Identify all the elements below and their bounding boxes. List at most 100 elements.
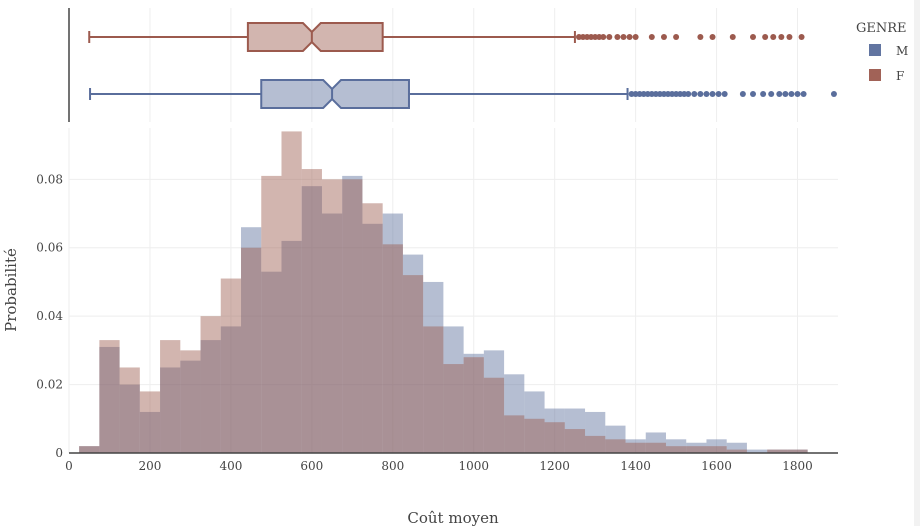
- outlier-point-f: [798, 34, 805, 40]
- histogram-bar-m: [443, 326, 464, 453]
- histogram-bar-f: [281, 131, 302, 453]
- histogram-bar-m: [220, 326, 242, 453]
- histogram-bar-f: [706, 446, 727, 453]
- histogram-bar-m: [504, 374, 525, 453]
- histogram-bar-m: [544, 408, 565, 453]
- histogram-bar-m: [686, 442, 707, 453]
- histogram-bar-m: [362, 223, 383, 453]
- outlier-point-m: [739, 91, 746, 97]
- histogram-bar-f: [321, 179, 343, 453]
- outlier-point-m: [768, 91, 775, 97]
- y-tick-label: 0.02: [36, 378, 63, 392]
- histogram-bar-m: [463, 353, 484, 453]
- histogram-bar-f: [645, 442, 666, 453]
- histogram-bar-f: [382, 244, 403, 453]
- axes-layer: [68, 8, 838, 454]
- outlier-point-m: [794, 91, 801, 97]
- x-axis-title: Coût moyen: [407, 509, 499, 526]
- histogram-bar-f: [625, 442, 646, 453]
- outlier-point-m: [715, 91, 722, 97]
- outlier-point-f: [697, 34, 704, 40]
- x-tick-label: 1400: [620, 459, 651, 473]
- outlier-point-m: [685, 91, 692, 97]
- outlier-point-f: [729, 34, 736, 40]
- histogram-bar-f: [483, 377, 505, 453]
- histogram-bar-m: [423, 281, 444, 453]
- legend-title: GENRE: [856, 21, 907, 36]
- histogram-bar-f: [79, 446, 100, 453]
- histogram-bar-f: [200, 316, 221, 453]
- outlier-point-m: [697, 91, 704, 97]
- outlier-point-m: [703, 91, 710, 97]
- x-tick-label: 800: [381, 459, 404, 473]
- outlier-point-m: [691, 91, 698, 97]
- histogram-bar-m: [281, 240, 302, 453]
- histogram-bar-m: [767, 449, 788, 453]
- legend-swatch-m: [869, 44, 881, 56]
- outlier-point-f: [648, 34, 655, 40]
- outlier-point-m: [709, 91, 716, 97]
- outlier-point-m: [760, 91, 767, 97]
- outlier-point-f: [762, 34, 769, 40]
- histogram-bar-f: [160, 340, 181, 453]
- outlier-point-m: [750, 91, 757, 97]
- histogram-bar-f: [787, 449, 808, 453]
- outlier-point-f: [660, 34, 667, 40]
- tick-labels: 0 200 400 600 800 1000 1200 1400 1600 1800 0 0.02 0.…: [36, 172, 813, 473]
- histogram-bar-m: [261, 271, 282, 453]
- histogram-bar-m: [524, 391, 545, 453]
- histogram-bar-m: [200, 340, 221, 453]
- histogram-bar-m: [665, 439, 687, 453]
- outlier-point-f: [632, 34, 639, 40]
- histogram-bar-f: [261, 175, 282, 454]
- histogram-bar-m: [402, 254, 424, 453]
- histogram-bar-m: [726, 442, 747, 453]
- histogram-bar-f: [99, 340, 120, 453]
- y-tick-label: 0.06: [36, 241, 63, 255]
- histogram-bar-m: [746, 449, 768, 453]
- histogram-bar-m: [585, 411, 606, 453]
- legend-label-m: M: [896, 44, 908, 58]
- outlier-point-f: [620, 34, 627, 40]
- x-tick-label: 1800: [782, 459, 813, 473]
- histogram-bar-f: [564, 429, 586, 453]
- outlier-point-m: [830, 91, 837, 97]
- histogram-bar-m: [645, 432, 666, 453]
- x-tick-label: 200: [138, 459, 161, 473]
- histogram-bar-m: [79, 446, 100, 453]
- histogram-bar-m: [787, 449, 808, 453]
- histogram-bar-f: [402, 275, 424, 453]
- histogram-bar-f: [342, 179, 363, 453]
- x-tick-label: 600: [300, 459, 323, 473]
- y-axis-title: Probabilité: [2, 248, 20, 332]
- y-tick-label: 0.04: [36, 309, 63, 323]
- outlier-point-m: [800, 91, 807, 97]
- histogram-bar-m: [99, 346, 120, 453]
- histogram-bars: [79, 131, 808, 454]
- histogram-bar-m: [564, 408, 586, 453]
- legend-label-f: F: [896, 69, 904, 83]
- outlier-point-m: [776, 91, 783, 97]
- outlier-point-f: [673, 34, 680, 40]
- histogram-bar-m: [706, 439, 727, 453]
- histogram-bar-f: [139, 391, 161, 453]
- outlier-point-f: [786, 34, 793, 40]
- histogram-bar-f: [301, 169, 322, 454]
- histogram-bar-f: [423, 326, 444, 453]
- histogram-bar-m: [160, 367, 181, 453]
- x-tick-label: 1000: [458, 459, 489, 473]
- histogram-bar-f: [605, 439, 626, 453]
- histogram-bar-f: [504, 415, 525, 453]
- legend[interactable]: GENRE M F: [856, 21, 908, 83]
- histogram-bar-m: [301, 186, 322, 453]
- histogram-bar-f: [220, 278, 242, 453]
- histogram-bar-m: [321, 213, 343, 453]
- x-tick-label: 1600: [701, 459, 732, 473]
- outlier-point-m: [782, 91, 789, 97]
- outlier-point-f: [626, 34, 633, 40]
- histogram-bar-f: [463, 357, 484, 453]
- histogram-bar-m: [241, 227, 262, 453]
- outlier-point-f: [778, 34, 785, 40]
- histogram-bar-m: [180, 360, 201, 453]
